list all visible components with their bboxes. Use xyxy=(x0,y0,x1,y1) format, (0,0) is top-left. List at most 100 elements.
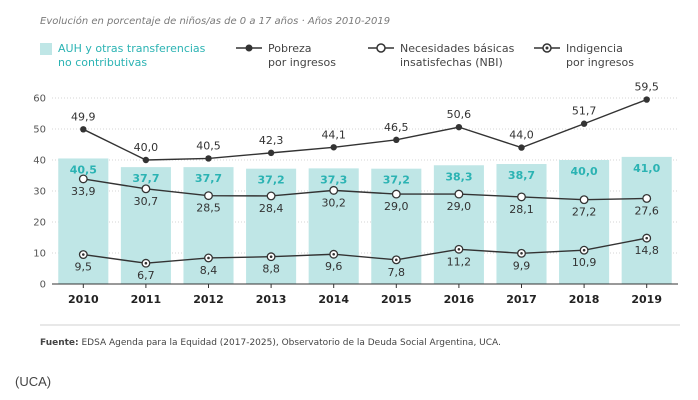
legend-nbi-line2: insatisfechas (NBI) xyxy=(400,56,503,69)
data-label-indigencia-2017: 9,9 xyxy=(513,259,531,272)
data-label-auh-2012: 37,7 xyxy=(195,172,222,185)
point-dot-indigencia-2012 xyxy=(207,256,210,260)
point-dot-indigencia-2010 xyxy=(82,253,85,256)
axes: 0 10 20 30 40 50 60 2010 2011 2012 2013 2014 2015 201… xyxy=(33,94,678,306)
point-nbi-2015 xyxy=(391,189,401,199)
legend-auh-line1: AUH y otras transferencias xyxy=(58,42,206,55)
bar-auh-2017 xyxy=(496,164,547,284)
data-label-nbi-2019: 27,6 xyxy=(634,204,659,217)
data-label-auh-2010: 40,5 xyxy=(70,163,97,176)
bar-auh-2016 xyxy=(433,165,484,284)
point-nbi-2017 xyxy=(517,192,526,202)
data-label-pobreza-2014: 44,1 xyxy=(321,128,346,141)
chart-subtitle: Evolución en porcentaje de niños/as de 0… xyxy=(40,15,390,27)
point-pobreza-2017 xyxy=(518,144,525,151)
data-labels: 40,5 37,7 37,7 37,2 37,3 37,2 38,3 38,7 40,0 41,0… xyxy=(70,81,661,283)
data-label-auh-2015: 37,2 xyxy=(383,174,410,187)
data-label-indigencia-2014: 9,6 xyxy=(325,260,343,273)
source-note: Fuente: EDSA Agenda para la Equidad (201… xyxy=(40,338,501,348)
data-label-nbi-2018: 27,2 xyxy=(572,206,597,219)
data-label-auh-2016: 38,3 xyxy=(445,170,472,183)
data-label-pobreza-2017: 44,0 xyxy=(509,129,534,142)
data-label-nbi-2010: 33,9 xyxy=(71,185,96,198)
data-label-auh-2018: 40,0 xyxy=(571,165,598,178)
data-label-indigencia-2018: 10,9 xyxy=(572,256,597,269)
legend-auh-line2: no contributivas xyxy=(58,56,147,69)
point-nbi-2013 xyxy=(266,191,276,201)
point-pobreza-2011 xyxy=(142,156,150,164)
legend-nbi-line1: Necesidades básicas xyxy=(400,42,515,55)
data-label-pobreza-2013: 42,3 xyxy=(259,134,284,147)
x-tick-label-2018: 2018 xyxy=(569,293,600,306)
data-label-pobreza-2019: 59,5 xyxy=(634,81,659,94)
data-label-nbi-2015: 29,0 xyxy=(384,200,409,213)
legend-pobreza-line2: por ingresos xyxy=(268,56,336,69)
data-label-indigencia-2016: 11,2 xyxy=(447,255,472,268)
series-line-nbi xyxy=(83,178,647,201)
point-pobreza-2012 xyxy=(205,155,212,162)
point-dot-indigencia-2017 xyxy=(520,252,523,255)
legend-indigencia-line2: por ingresos xyxy=(566,56,634,69)
point-pobreza-2019 xyxy=(643,96,650,103)
y-tick-label-50: 50 xyxy=(33,125,46,136)
data-label-indigencia-2011: 6,7 xyxy=(137,269,155,282)
y-tick-label-20: 20 xyxy=(33,218,46,229)
y-tick-label-40: 40 xyxy=(33,156,46,167)
point-dot-indigencia-2015 xyxy=(395,258,398,262)
data-label-auh-2014: 37,3 xyxy=(320,173,347,186)
point-pobreza-2016 xyxy=(455,123,463,131)
bar-auh-2012 xyxy=(183,167,234,284)
point-dot-indigencia-2019 xyxy=(645,236,648,240)
legend-pobreza-marker xyxy=(245,44,253,52)
data-label-auh-2017: 38,7 xyxy=(508,169,535,182)
data-label-indigencia-2015: 7,8 xyxy=(388,266,406,279)
legend: AUH y otras transferencias no contributi… xyxy=(40,42,634,69)
data-label-nbi-2016: 29,0 xyxy=(447,200,472,213)
lines xyxy=(78,96,652,268)
x-tick-label-2015: 2015 xyxy=(381,293,412,306)
bar-auh-2015 xyxy=(371,168,422,284)
data-label-pobreza-2011: 40,0 xyxy=(134,141,159,154)
point-nbi-2016 xyxy=(454,189,464,199)
point-nbi-2014 xyxy=(329,185,339,195)
y-tick-label-30: 30 xyxy=(33,187,46,198)
point-nbi-2019 xyxy=(642,193,652,203)
source-label: Fuente: xyxy=(40,338,79,348)
grid xyxy=(52,97,678,254)
source-text: EDSA Agenda para la Equidad (2017-2025),… xyxy=(79,338,501,348)
data-label-indigencia-2012: 8,4 xyxy=(200,264,218,277)
x-tick-label-2010: 2010 xyxy=(68,293,99,306)
bar-auh-2019 xyxy=(621,156,672,284)
x-tick-label-2013: 2013 xyxy=(256,293,287,306)
data-label-nbi-2017: 28,1 xyxy=(509,203,534,216)
point-dot-indigencia-2011 xyxy=(144,261,148,265)
point-pobreza-2010 xyxy=(80,126,87,133)
data-label-pobreza-2016: 50,6 xyxy=(447,108,472,121)
series-line-pobreza xyxy=(82,98,647,161)
point-dot-indigencia-2014 xyxy=(332,252,336,256)
point-pobreza-2014 xyxy=(330,144,337,151)
bar-auh-2013 xyxy=(246,168,297,284)
data-label-auh-2013: 37,2 xyxy=(258,174,285,187)
data-label-nbi-2012: 28,5 xyxy=(196,202,221,215)
legend-indigencia-line1: Indigencia xyxy=(566,42,623,55)
data-label-nbi-2011: 30,7 xyxy=(134,195,159,208)
x-tick-label-2017: 2017 xyxy=(506,293,537,306)
legend-swatch-auh xyxy=(40,43,52,55)
data-label-nbi-2014: 30,2 xyxy=(321,196,346,209)
series-line-indigencia xyxy=(83,237,647,264)
x-tick-label-2016: 2016 xyxy=(444,293,475,306)
point-pobreza-2013 xyxy=(267,149,275,157)
data-label-auh-2011: 37,7 xyxy=(132,172,159,185)
data-label-auh-2019: 41,0 xyxy=(633,162,660,175)
legend-indigencia-marker-dot xyxy=(545,46,549,50)
data-label-pobreza-2018: 51,7 xyxy=(572,105,597,118)
image-caption: (UCA) xyxy=(15,374,51,389)
data-label-pobreza-2015: 46,5 xyxy=(384,121,409,134)
x-tick-label-2014: 2014 xyxy=(318,293,349,306)
point-nbi-2011 xyxy=(141,184,151,194)
data-label-pobreza-2010: 49,9 xyxy=(71,110,96,123)
y-tick-label-60: 60 xyxy=(33,94,46,105)
point-dot-indigencia-2016 xyxy=(457,247,461,251)
